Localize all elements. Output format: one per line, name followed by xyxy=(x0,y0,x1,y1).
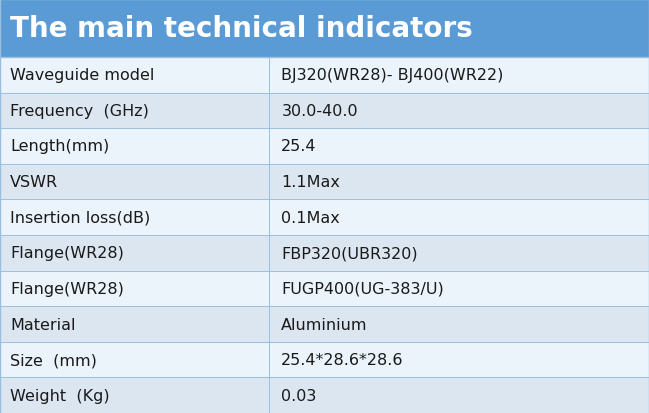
Text: Waveguide model: Waveguide model xyxy=(10,68,154,83)
Bar xyxy=(0,377,649,413)
Text: Material: Material xyxy=(10,317,75,332)
Text: FBP320(UBR320): FBP320(UBR320) xyxy=(281,246,418,261)
Bar xyxy=(0,0,649,58)
Text: Insertion loss(dB): Insertion loss(dB) xyxy=(10,210,151,225)
Bar xyxy=(0,200,649,235)
Text: The main technical indicators: The main technical indicators xyxy=(10,15,472,43)
Text: 30.0-40.0: 30.0-40.0 xyxy=(281,104,358,119)
Text: 1.1Max: 1.1Max xyxy=(281,175,340,190)
Bar xyxy=(0,271,649,306)
Text: 25.4*28.6*28.6: 25.4*28.6*28.6 xyxy=(281,352,404,367)
Text: 0.1Max: 0.1Max xyxy=(281,210,340,225)
Text: Size  (mm): Size (mm) xyxy=(10,352,97,367)
Bar xyxy=(0,58,649,93)
Bar xyxy=(0,306,649,342)
Bar xyxy=(0,93,649,129)
Text: Aluminium: Aluminium xyxy=(281,317,368,332)
Text: BJ320(WR28)- BJ400(WR22): BJ320(WR28)- BJ400(WR22) xyxy=(281,68,504,83)
Bar xyxy=(0,164,649,200)
Text: Flange(WR28): Flange(WR28) xyxy=(10,281,124,296)
Text: Frequency  (GHz): Frequency (GHz) xyxy=(10,104,149,119)
Bar xyxy=(0,342,649,377)
Text: VSWR: VSWR xyxy=(10,175,58,190)
Text: 25.4: 25.4 xyxy=(281,139,317,154)
Text: FUGP400(UG-383/U): FUGP400(UG-383/U) xyxy=(281,281,444,296)
Bar xyxy=(0,235,649,271)
Bar xyxy=(0,129,649,164)
Text: Length(mm): Length(mm) xyxy=(10,139,109,154)
Text: Weight  (Kg): Weight (Kg) xyxy=(10,388,110,403)
Text: 0.03: 0.03 xyxy=(281,388,317,403)
Text: Flange(WR28): Flange(WR28) xyxy=(10,246,124,261)
